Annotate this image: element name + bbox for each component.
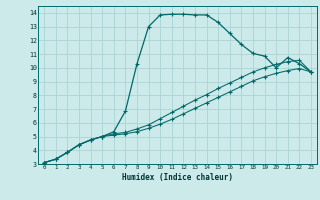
X-axis label: Humidex (Indice chaleur): Humidex (Indice chaleur) <box>122 173 233 182</box>
